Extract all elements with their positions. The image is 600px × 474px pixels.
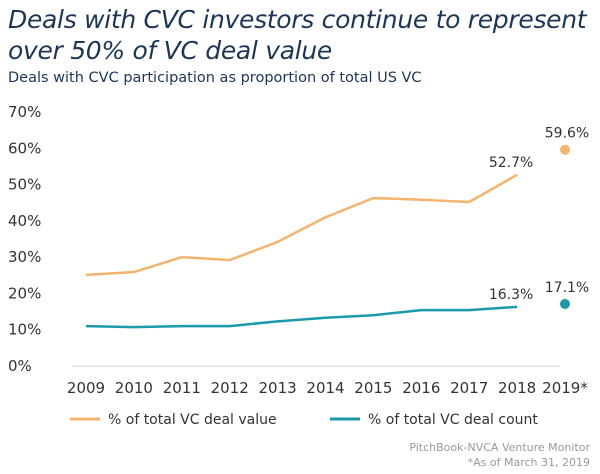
- x-tick-label: 2012: [211, 379, 249, 397]
- x-tick-label: 2015: [354, 379, 392, 397]
- legend-label: % of total VC deal count: [368, 412, 538, 428]
- y-tick-label: 20%: [8, 284, 41, 302]
- y-tick-label: 50%: [8, 176, 41, 194]
- x-tick-label: 2013: [259, 379, 297, 397]
- y-tick-label: 70%: [8, 103, 41, 121]
- chart-title: Deals with CVC investors continue to rep…: [8, 5, 587, 65]
- chart-subtitle: Deals with CVC participation as proporti…: [8, 70, 422, 86]
- legend-label: % of total VC deal value: [108, 412, 277, 428]
- y-tick-label: 10%: [8, 321, 41, 339]
- y-tick-label: 40%: [8, 212, 41, 230]
- x-tick-label: 2009: [67, 379, 105, 397]
- data-label: 16.3%: [489, 287, 533, 303]
- x-tick-label: 2016: [402, 379, 440, 397]
- x-tick-label: 2019*: [542, 379, 588, 397]
- y-tick-label: 0%: [8, 357, 32, 375]
- data-point-2019: [560, 298, 570, 309]
- x-tick-label: 2014: [306, 379, 344, 397]
- data-label: 52.7%: [489, 155, 533, 171]
- x-tick-label: 2011: [163, 379, 201, 397]
- data-label: 17.1%: [545, 280, 589, 296]
- data-label: 59.6%: [545, 126, 589, 142]
- series-line-deal-value: [85, 173, 518, 277]
- y-tick-label: 30%: [8, 248, 41, 266]
- source-note: PitchBook-NVCA Venture Monitor: [409, 441, 590, 454]
- series-line-deal-count: [85, 305, 518, 329]
- y-tick-label: 60%: [8, 139, 41, 157]
- footnote: *As of March 31, 2019: [468, 456, 590, 469]
- x-tick-label: 2010: [115, 379, 153, 397]
- x-tick-label: 2018: [498, 379, 536, 397]
- data-point-2019: [560, 144, 570, 155]
- x-tick-label: 2017: [450, 379, 488, 397]
